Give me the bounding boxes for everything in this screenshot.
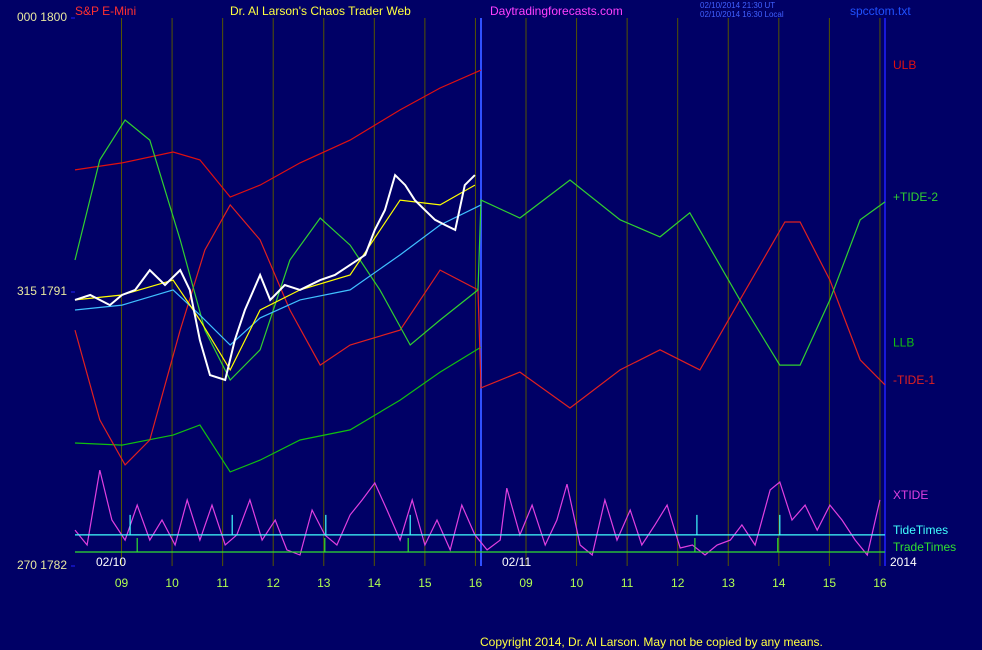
x-tick-label: 16	[873, 576, 887, 590]
series-line	[75, 514, 885, 536]
y-tick-label: 270 1782	[17, 558, 67, 572]
x-tick-label: 12	[671, 576, 685, 590]
x-tick-label: 10	[165, 576, 179, 590]
series-label: XTIDE	[893, 488, 928, 502]
grid	[121, 18, 881, 566]
series-line	[74, 203, 886, 466]
series-label: -TIDE-1	[893, 373, 935, 387]
series-line	[74, 346, 482, 473]
site-label: Daytradingforecasts.com	[490, 4, 623, 18]
series-line	[74, 204, 482, 346]
x-tick-label: 13	[722, 576, 736, 590]
copyright: Copyright 2014, Dr. Al Larson. May not b…	[480, 635, 823, 649]
x-tick-label: 16	[469, 576, 483, 590]
x-tick-label: 09	[115, 576, 129, 590]
chart-title: Dr. Al Larson's Chaos Trader Web	[230, 4, 411, 18]
series-line	[74, 184, 476, 372]
date-label: 02/11	[502, 555, 531, 569]
x-tick-label: 10	[570, 576, 584, 590]
series-line	[74, 69, 482, 198]
symbol-label: S&P E-Mini	[75, 4, 136, 18]
series-label: LLB	[893, 335, 914, 349]
y-tick-label: 000 1800	[17, 10, 67, 24]
series-label: TradeTimes	[893, 540, 956, 554]
file-label: spcctom.txt	[850, 4, 911, 18]
timestamp-local: 02/10/2014 16:30 Local	[700, 10, 784, 19]
series-line	[74, 469, 881, 557]
series-line	[74, 173, 476, 382]
x-tick-label: 13	[317, 576, 331, 590]
timestamp-ut: 02/10/2014 21:30 UT	[700, 1, 775, 10]
series-label: TideTimes	[893, 523, 948, 537]
y-tick-label: 315 1791	[17, 284, 67, 298]
x-tick-label: 15	[823, 576, 837, 590]
series-label: ULB	[893, 58, 916, 72]
x-tick-label: 14	[368, 576, 382, 590]
date-label: 02/10	[96, 555, 126, 569]
series-line	[75, 538, 885, 553]
x-tick-label: 11	[216, 576, 229, 590]
series-label: +TIDE-2	[893, 190, 938, 204]
year-label: 2014	[890, 555, 917, 569]
series-line	[74, 119, 886, 382]
x-tick-label: 15	[418, 576, 432, 590]
x-tick-label: 12	[267, 576, 281, 590]
x-tick-label: 09	[519, 576, 533, 590]
x-tick-label: 11	[621, 576, 634, 590]
x-tick-label: 14	[772, 576, 786, 590]
